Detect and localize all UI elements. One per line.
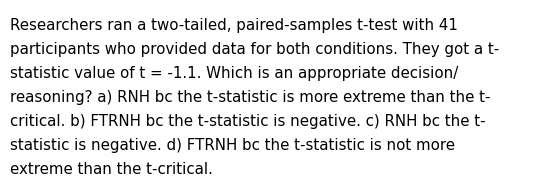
Text: statistic value of t = -1.1. Which is an appropriate decision/: statistic value of t = -1.1. Which is an… xyxy=(10,66,458,81)
Text: statistic is negative. d) FTRNH bc the t-statistic is not more: statistic is negative. d) FTRNH bc the t… xyxy=(10,138,455,153)
Text: reasoning? a) RNH bc the t-statistic is more extreme than the t-: reasoning? a) RNH bc the t-statistic is … xyxy=(10,90,490,105)
Text: critical. b) FTRNH bc the t-statistic is negative. c) RNH bc the t-: critical. b) FTRNH bc the t-statistic is… xyxy=(10,114,485,129)
Text: extreme than the t-critical.: extreme than the t-critical. xyxy=(10,162,213,177)
Text: Researchers ran a two-tailed, paired-samples t-test with 41: Researchers ran a two-tailed, paired-sam… xyxy=(10,18,458,33)
Text: participants who provided data for both conditions. They got a t-: participants who provided data for both … xyxy=(10,42,499,57)
